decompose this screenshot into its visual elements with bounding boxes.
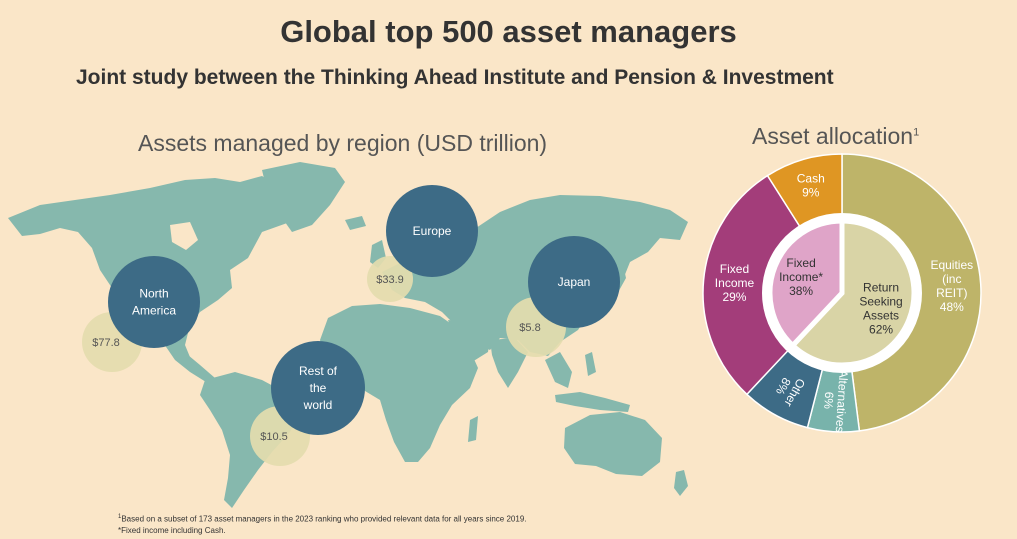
region-circle-north-america [108,256,200,348]
value-circle-europe [367,256,413,302]
slice-label-equities-inc-reit-line-1: (inc [942,272,961,286]
inner-slice-label-fixed-income-line-1: Income* [779,270,823,284]
footnote-1-text: Based on a subset of 173 asset managers … [121,514,527,524]
footnote-1-marker: 1 [118,514,122,520]
indonesia-landmass [555,392,630,412]
allocation-donut-chart: Equities(incREIT)48%Alternatives6%Other8… [702,153,982,433]
region-label-japan-0: Japan [558,275,591,289]
inner-slice-label-return-seeking-assets-line-2: Assets [863,308,899,322]
region-japan: Japan $5.8 [506,236,620,357]
world-map: North America $77.8 Europe $33.9 Japan $5.8 Res… [8,162,688,508]
slice-label-alternatives-line-0: Alternatives [833,369,851,432]
region-value-japan: $5.8 [519,322,540,334]
page-title: Global top 500 asset managers [280,14,737,49]
inner-slice-label-return-seeking-assets-line-0: Return [863,280,899,294]
slice-label-fixed-income-line-1: Income [715,276,755,290]
inner-slice-label-fixed-income-line-2: 38% [789,284,813,298]
region-label-rest-of-the-world-0: Rest of [299,364,338,378]
new-zealand-landmass [674,470,688,496]
region-value-north-america: $77.8 [92,337,120,349]
slice-label-equities-inc-reit-line-3: 48% [940,300,964,314]
slice-label-fixed-income-line-0: Fixed [720,262,749,276]
region-rest-of-the-world: Rest of the world $10.5 [250,341,365,466]
region-europe: Europe $33.9 [367,185,478,302]
region-label-north-america-1: America [132,304,176,318]
slice-label-alternatives-line-1: 6% [821,391,836,410]
inner-slice-label-fixed-income-line-0: Fixed [786,256,815,270]
donut-inner-pie [767,218,917,368]
region-label-europe-0: Europe [413,224,452,238]
inner-slice-return-seeking-assets [789,218,917,368]
iceland-landmass [345,216,366,230]
region-circle-europe [386,185,478,277]
region-label-rest-of-the-world-1: the [310,381,327,395]
hudson-bay [170,222,198,250]
region-value-europe: $33.9 [376,274,404,286]
arabia-landmass [448,320,490,362]
footnote-2: *Fixed income including Cash. [118,525,226,535]
allocation-chart-title: Asset allocation1 [752,123,919,150]
region-circle-rest-of-the-world [271,341,365,435]
region-chart-title: Assets managed by region (USD trillion) [138,130,548,156]
region-label-north-america-0: North [139,287,168,301]
footnotes: 1Based on a subset of 173 asset managers… [118,512,527,536]
region-north-america: North America $77.8 [82,256,200,372]
slice-label-cash-line-0: Cash [797,171,825,185]
footnote-1: 1Based on a subset of 173 asset managers… [118,512,527,525]
inner-slice-label-return-seeking-assets-line-1: Seeking [859,294,902,308]
region-bubbles: North America $77.8 Europe $33.9 Japan $5.8 Res… [82,185,620,466]
slice-label-equities-inc-reit-line-0: Equities [930,258,973,272]
slice-label-equities-inc-reit-line-2: REIT) [936,286,967,300]
inner-slice-fixed-income [767,218,845,350]
region-label-rest-of-the-world-2: world [303,398,333,412]
australia-landmass [564,412,662,476]
donut-outer-labels: Equities(incREIT)48%Alternatives6%Other8… [715,171,973,432]
southeast-asia-landmass [545,352,572,388]
africa-landmass [320,304,478,462]
central-america-landmass [160,338,215,382]
region-circle-japan [528,236,620,328]
slice-label-cash-line-1: 9% [802,185,820,199]
greenland-landmass [262,162,345,232]
allocation-title-footnote-marker: 1 [913,126,920,139]
slice-label-fixed-income-line-2: 29% [722,290,746,304]
page-subtitle: Joint study between the Thinking Ahead I… [76,66,834,89]
madagascar-landmass [468,416,478,442]
region-value-rest-of-the-world: $10.5 [260,431,288,443]
inner-slice-label-return-seeking-assets-line-3: 62% [869,322,893,336]
allocation-title-text: Asset allocation [752,123,914,149]
philippines-landmass [585,352,596,376]
